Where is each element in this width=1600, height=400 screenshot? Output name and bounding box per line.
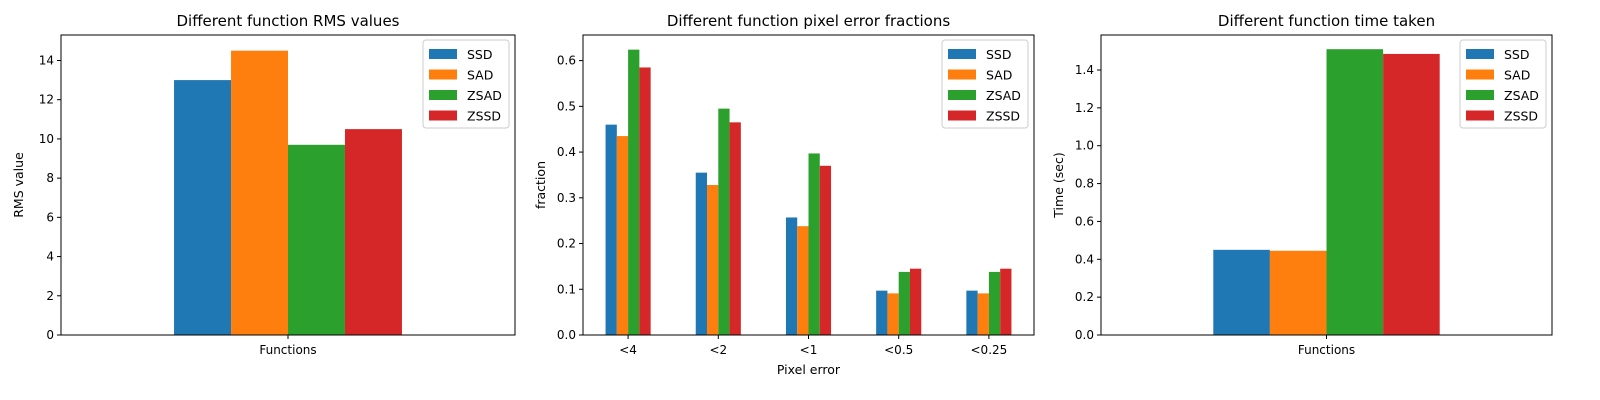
bar-ssd-1 <box>174 80 232 335</box>
bar-zssd-1 <box>1383 53 1440 336</box>
legend: SSD SAD ZSAD ZSSD <box>941 39 1029 129</box>
bar-sad-4 <box>887 293 899 335</box>
legend-entry-ssd: SSD <box>1504 47 1530 62</box>
chart-title: Different function RMS values <box>177 12 400 30</box>
bar-zsad-5 <box>988 271 1001 335</box>
y-tick-label: 0.1 <box>557 282 576 296</box>
x-tick-label: <4 <box>619 343 637 357</box>
legend-swatch-ssd <box>948 49 976 59</box>
y-axis-label: Time (sec) <box>1051 152 1066 218</box>
legend-swatch-ssd <box>429 49 457 59</box>
x-tick-label: <0.5 <box>884 343 913 357</box>
y-tick-label: 0.0 <box>1075 328 1094 342</box>
bar-sad-3 <box>797 226 809 335</box>
bar-ssd-3 <box>785 217 798 335</box>
x-tick-label: Functions <box>259 343 316 357</box>
y-tick-label: 6 <box>46 210 54 224</box>
y-axis-label: RMS value <box>11 152 26 218</box>
y-tick-label: 1.2 <box>1075 101 1094 115</box>
y-tick-label: 0.3 <box>557 191 576 205</box>
y-tick-label: 0.8 <box>1075 177 1094 191</box>
bar-ssd-1 <box>605 124 617 335</box>
x-tick-label: <2 <box>709 343 727 357</box>
legend-entry-zssd: ZSSD <box>986 109 1020 124</box>
y-tick-label: 12 <box>39 93 54 107</box>
bar-sad-1 <box>1269 250 1327 335</box>
legend-swatch-zsad <box>948 90 976 100</box>
legend-swatch-sad <box>1466 69 1494 80</box>
x-tick-label: <1 <box>800 343 818 357</box>
bar-zsad-1 <box>288 144 345 335</box>
bar-sad-2 <box>707 185 719 335</box>
bar-zssd-1 <box>639 67 651 335</box>
legend-entry-sad: SAD <box>467 68 493 83</box>
legend-swatch-sad <box>948 69 976 80</box>
y-tick-label: 0.0 <box>557 328 576 342</box>
legend-entry-zssd: ZSSD <box>1504 109 1538 124</box>
y-tick-label: 0.2 <box>557 237 576 251</box>
legend-swatch-zsad <box>1466 90 1494 100</box>
y-tick-label: 14 <box>39 53 54 67</box>
chart-title: Different function time taken <box>1218 12 1435 30</box>
bar-sad-1 <box>231 50 288 335</box>
legend: SSD SAD ZSAD ZSSD <box>422 39 510 129</box>
bar-zssd-1 <box>344 129 402 335</box>
legend-swatch-sad <box>429 69 457 80</box>
y-tick-label: 2 <box>46 289 54 303</box>
y-tick-label: 0.4 <box>557 145 576 159</box>
legend: SSD SAD ZSAD ZSSD <box>1459 39 1547 129</box>
legend-entry-zsad: ZSAD <box>467 88 502 103</box>
y-tick-label: 10 <box>39 132 54 146</box>
legend-swatch-zsad <box>429 90 457 100</box>
bar-zssd-5 <box>1000 268 1012 335</box>
legend-entry-ssd: SSD <box>467 47 493 62</box>
y-axis-label: fraction <box>533 161 548 209</box>
x-axis-label: Pixel error <box>777 362 841 377</box>
chart-2: 0.0 0.1 0.2 0.3 0.4 0.5 0.6 <4 <2 <1 <0.5 <0.25 Diff… <box>533 12 1035 377</box>
y-tick-label: 0.4 <box>1075 252 1094 266</box>
y-tick-label: 1.4 <box>1075 63 1094 77</box>
bar-zsad-3 <box>808 153 820 335</box>
bar-zsad-4 <box>898 271 910 335</box>
bar-zsad-1 <box>1326 49 1384 335</box>
bar-ssd-5 <box>966 290 978 335</box>
legend-swatch-zssd <box>1466 110 1494 121</box>
x-tick-label: <0.25 <box>971 343 1008 357</box>
bar-ssd-4 <box>876 290 888 335</box>
bar-sad-1 <box>616 136 629 335</box>
legend-swatch-ssd <box>1466 49 1494 59</box>
bar-zssd-4 <box>909 268 922 335</box>
legend-entry-zsad: ZSAD <box>986 88 1021 103</box>
y-tick-label: 1.0 <box>1075 139 1094 153</box>
y-tick-label: 0.6 <box>557 54 576 68</box>
x-tick-label: Functions <box>1298 343 1355 357</box>
bar-zssd-3 <box>819 165 832 335</box>
y-tick-label: 0 <box>46 328 54 342</box>
bar-zsad-2 <box>718 108 730 335</box>
y-tick-label: 4 <box>46 250 54 264</box>
bar-sad-5 <box>977 293 989 335</box>
bar-ssd-2 <box>695 172 708 335</box>
bar-zsad-1 <box>628 49 640 335</box>
legend-frame <box>1459 39 1547 129</box>
y-tick-label: 8 <box>46 171 54 185</box>
legend-frame <box>422 39 510 129</box>
chart-title: Different function pixel error fractions <box>667 12 951 30</box>
legend-entry-zssd: ZSSD <box>467 109 501 124</box>
legend-entry-sad: SAD <box>1504 68 1530 83</box>
y-tick-label: 0.5 <box>557 99 576 113</box>
chart-3: 0.0 0.2 0.4 0.6 0.8 1.0 1.2 1.4 Functions Differe… <box>1051 12 1553 357</box>
legend-swatch-zssd <box>429 110 457 121</box>
y-tick-label: 0.2 <box>1075 290 1094 304</box>
y-tick-label: 0.6 <box>1075 214 1094 228</box>
legend-entry-ssd: SSD <box>986 47 1012 62</box>
legend-swatch-zssd <box>948 110 976 121</box>
bar-zssd-2 <box>729 122 741 335</box>
chart-1: 0 2 4 6 8 10 12 14 Functions Different function R… <box>11 12 516 357</box>
legend-entry-sad: SAD <box>986 68 1012 83</box>
bar-ssd-1 <box>1213 249 1270 335</box>
legend-entry-zsad: ZSAD <box>1504 88 1539 103</box>
legend-frame <box>941 39 1029 129</box>
